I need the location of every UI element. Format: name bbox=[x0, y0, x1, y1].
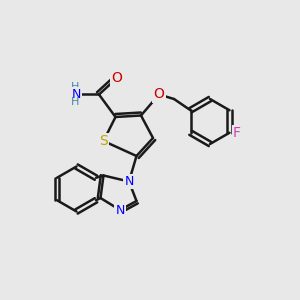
Text: N: N bbox=[124, 175, 134, 188]
Text: O: O bbox=[154, 88, 164, 101]
Text: O: O bbox=[112, 71, 122, 85]
Text: F: F bbox=[233, 126, 241, 140]
Text: S: S bbox=[99, 134, 108, 148]
Text: N: N bbox=[115, 203, 125, 217]
Text: H: H bbox=[71, 82, 79, 92]
Text: H: H bbox=[71, 97, 79, 107]
Text: N: N bbox=[72, 88, 81, 101]
